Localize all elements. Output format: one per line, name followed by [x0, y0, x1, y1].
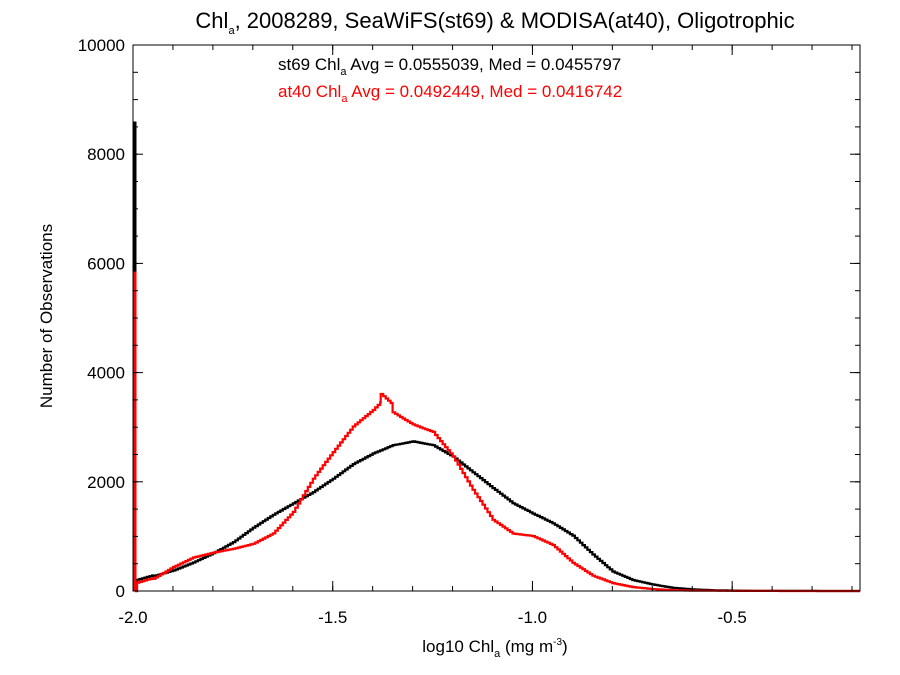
chart-title: Chla, 2008289, SeaWiFS(st69) & MODISA(at… — [195, 8, 794, 37]
series-line — [135, 440, 860, 593]
annotation-text: at40 Chla Avg = 0.0492449, Med = 0.04167… — [278, 82, 622, 105]
annotation-post: Avg = 0.0555039, Med = 0.0455797 — [347, 55, 622, 74]
annotation-text: st69 Chla Avg = 0.0555039, Med = 0.04557… — [278, 55, 621, 78]
x-tick-label: -0.5 — [718, 608, 747, 627]
y-tick-label: 0 — [116, 582, 125, 601]
annotation-post: Avg = 0.0492449, Med = 0.0416742 — [347, 82, 622, 101]
series-line — [135, 392, 860, 593]
x-axis-label-sup: -3 — [553, 637, 562, 648]
annotation-sub: a — [341, 93, 348, 105]
y-tick-label: 2000 — [87, 473, 125, 492]
plot-frame — [132, 44, 861, 592]
series-group — [133, 121, 860, 593]
x-axis-label-unit-pre: (mg m — [500, 637, 553, 656]
axes-group: -2.0 -1.5 -1.0 -0.5 0 2000 4000 6000 8000 10000 — [78, 36, 861, 627]
chart-title-sub: a — [228, 25, 235, 37]
y-tick-label: 8000 — [87, 145, 125, 164]
y-tick-label: 4000 — [87, 364, 125, 383]
chart-title-main: Chl — [195, 8, 228, 33]
y-tick-label: 10000 — [78, 36, 125, 55]
x-axis-label: log10 Chla (mg m-3) — [422, 637, 567, 660]
y-axis-label: Number of Observations — [37, 224, 56, 408]
x-tick-label: -1.0 — [518, 608, 547, 627]
x-axis-label-unit-post: ) — [562, 637, 568, 656]
x-axis-label-main: log10 Chl — [422, 637, 494, 656]
annotation-sub: a — [340, 66, 347, 78]
annotation-pre: st69 Chl — [278, 55, 340, 74]
annotation-pre: at40 Chl — [278, 82, 341, 101]
x-axis-label-sub: a — [494, 648, 501, 660]
annotation-group: st69 Chla Avg = 0.0555039, Med = 0.04557… — [278, 55, 622, 105]
x-tick-label: -1.5 — [318, 608, 347, 627]
y-tick-label: 6000 — [87, 254, 125, 273]
x-tick-label: -2.0 — [118, 608, 147, 627]
chart-title-rest: , 2008289, SeaWiFS(st69) & MODISA(at40),… — [235, 8, 795, 33]
